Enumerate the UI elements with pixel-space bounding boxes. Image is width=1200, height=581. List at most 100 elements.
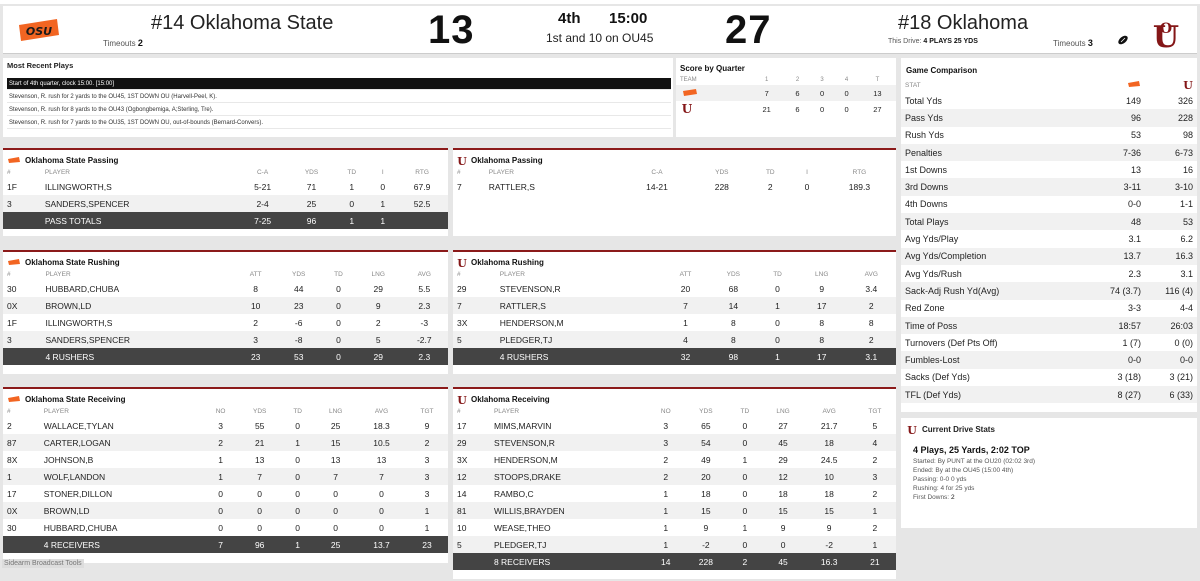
table-row: 3 SANDERS,SPENCER 2-4 25 0 1 52.5 (3, 195, 448, 212)
away-timeouts: Timeouts 2 (103, 38, 143, 48)
home-team-name: #18 Oklahoma (898, 12, 1029, 34)
totals-row: 4 RUSHERS 23 53 0 29 2.3 (3, 348, 448, 365)
comparison-row: 3rd Downs 3-11 3-10 (901, 178, 1197, 196)
stat-cell: -6 (294, 317, 303, 328)
panel-title: Oklahoma Passing (471, 155, 543, 165)
stat-cell: 0 (728, 536, 762, 553)
stat-value: 3 (21) (1169, 372, 1193, 383)
col-header: 1 (765, 76, 769, 83)
play-item[interactable]: Start of 4th quarter, clock 15:00. [15:0… (7, 78, 671, 90)
stat-cell: 25 (288, 195, 335, 212)
col-header: TEAM (680, 76, 697, 83)
stat-label: 3rd Downs (901, 178, 1093, 196)
table-row: 5 PLEDGER,TJ 1 -2 0 0 -2 1 (453, 536, 896, 553)
table-row: 7 RATTLER,S 14-21 228 2 0 189.3 (453, 178, 896, 195)
timeouts-label: Timeouts (1053, 39, 1086, 48)
panel-title: Oklahoma State Receiving (25, 394, 126, 404)
col-header: TGT (868, 407, 882, 415)
stat-cell: 0 (333, 488, 339, 499)
stat-value: 3-10 (1145, 178, 1197, 196)
player-name: STEVENSON,R (499, 283, 561, 294)
drive-ended: Ended: By at the OU45 (15:00 4th) (901, 466, 1197, 475)
stat-cell: 0 (379, 488, 384, 499)
play-item[interactable]: Stevenson, R. rush for 2 yards to the OU… (7, 91, 671, 103)
stat-cell: 0 (742, 420, 748, 431)
stat-label: Time of Poss (901, 316, 1093, 335)
total-cell: 98 (708, 348, 759, 365)
table-row: 1F ILLINGWORTH,S 5-21 71 1 0 67.9 (3, 178, 448, 195)
stat-cell: 3 (663, 420, 669, 431)
stat-value: 0-0 (1127, 199, 1141, 210)
stat-cell: 5.5 (418, 283, 431, 294)
stat-label: Total Plays (901, 213, 1093, 231)
total-cell: 1 (334, 212, 370, 229)
panel-title: Oklahoma Rushing (471, 257, 544, 267)
col-header: RTG (415, 168, 429, 176)
total-cell (3, 348, 42, 365)
svg-text:U: U (1153, 20, 1179, 55)
stat-cell: 2 (663, 454, 669, 465)
stat-cell: 29 (778, 454, 788, 465)
osu-column-logo (1093, 78, 1145, 92)
comparison-row: Pass Yds 96 228 (901, 109, 1197, 127)
table-row: 5 PLEDGER,TJ 4 8 0 8 2 (453, 331, 896, 348)
stat-cell: -2 (683, 536, 729, 553)
stat-cell: 0 (281, 468, 315, 485)
quarter-score: 0 (819, 104, 825, 114)
stat-cell: 4 (662, 331, 709, 348)
table-row: 1F ILLINGWORTH,S 2 -6 0 2 -3 (3, 314, 448, 331)
stat-cell: 0 (380, 181, 386, 192)
stats-table: # PLAYER NO YDS TD LNG AVG TGT 17 MIMS,MARVIN 3 65 0… (453, 405, 896, 570)
stat-cell: 2-4 (236, 195, 289, 212)
ou-logo-icon: U (457, 155, 467, 166)
stat-cell: 44 (293, 283, 304, 294)
stat-cell: 52.5 (396, 195, 448, 212)
stat-cell: 13 (376, 454, 387, 465)
col-header: # (7, 270, 11, 278)
stat-cell: 7 (314, 468, 357, 485)
stat-cell: 20 (680, 283, 691, 294)
stat-cell: 2.3 (400, 297, 448, 314)
player-name: WALLACE,TYLAN (43, 420, 114, 431)
player-name: HENDERSON,M (493, 454, 558, 465)
ou-logo-icon: U (682, 102, 693, 116)
panel-header: Oklahoma State Receiving (3, 389, 448, 405)
stat-cell: 0 (728, 468, 762, 485)
stat-cell: 1F (7, 181, 17, 192)
stat-cell: 5 (453, 536, 490, 553)
player-name: SANDERS,SPENCER (40, 195, 237, 212)
svg-text:U: U (682, 102, 692, 114)
col-header: C-A (651, 168, 663, 176)
stat-value: 98 (1182, 130, 1193, 141)
stat-value: 1 (7) (1122, 337, 1141, 348)
stat-cell: 0 (238, 502, 282, 519)
panel-title: Score by Quarter (680, 63, 745, 73)
player-name: WEASE,THEO (493, 522, 551, 533)
play-item[interactable]: Stevenson, R. rush for 8 yards to the OU… (7, 104, 671, 116)
stat-value: 149 (1125, 95, 1141, 106)
stat-cell: 1 (369, 195, 397, 212)
stat-cell: 0 (314, 502, 357, 519)
stat-label: Sack-Adj Rush Yd(Avg) (901, 282, 1093, 300)
stat-cell: 13 (330, 454, 341, 465)
total-cell: 8 RECEIVERS (489, 553, 648, 570)
total-cell: 14 (647, 553, 684, 570)
stat-label: Avg Yds/Rush (905, 268, 962, 279)
col-header: RTG (852, 168, 867, 176)
table-row: 3X HENDERSON,M 1 8 0 8 8 (453, 314, 896, 331)
play-item[interactable]: Stevenson, R. rush for 7 yards to the OU… (7, 117, 671, 129)
player-name: BROWN,LD (41, 297, 235, 314)
stat-cell: 3X (457, 317, 468, 328)
player-name: WOLF,LANDON (39, 468, 203, 485)
panel-title: Oklahoma Receiving (471, 394, 550, 404)
stat-cell: 20 (683, 468, 729, 485)
stat-cell: 27 (778, 420, 788, 431)
stat-cell: 8 (868, 317, 874, 328)
player-name: BROWN,LD (39, 502, 203, 519)
svg-text:U: U (457, 257, 467, 268)
quarter-score: 6 (795, 88, 800, 98)
down-distance: 1st and 10 on OU45 (546, 31, 654, 45)
stat-cell: 0 (281, 502, 315, 519)
stat-header: STAT (905, 81, 921, 89)
label: Passing: (913, 476, 938, 483)
